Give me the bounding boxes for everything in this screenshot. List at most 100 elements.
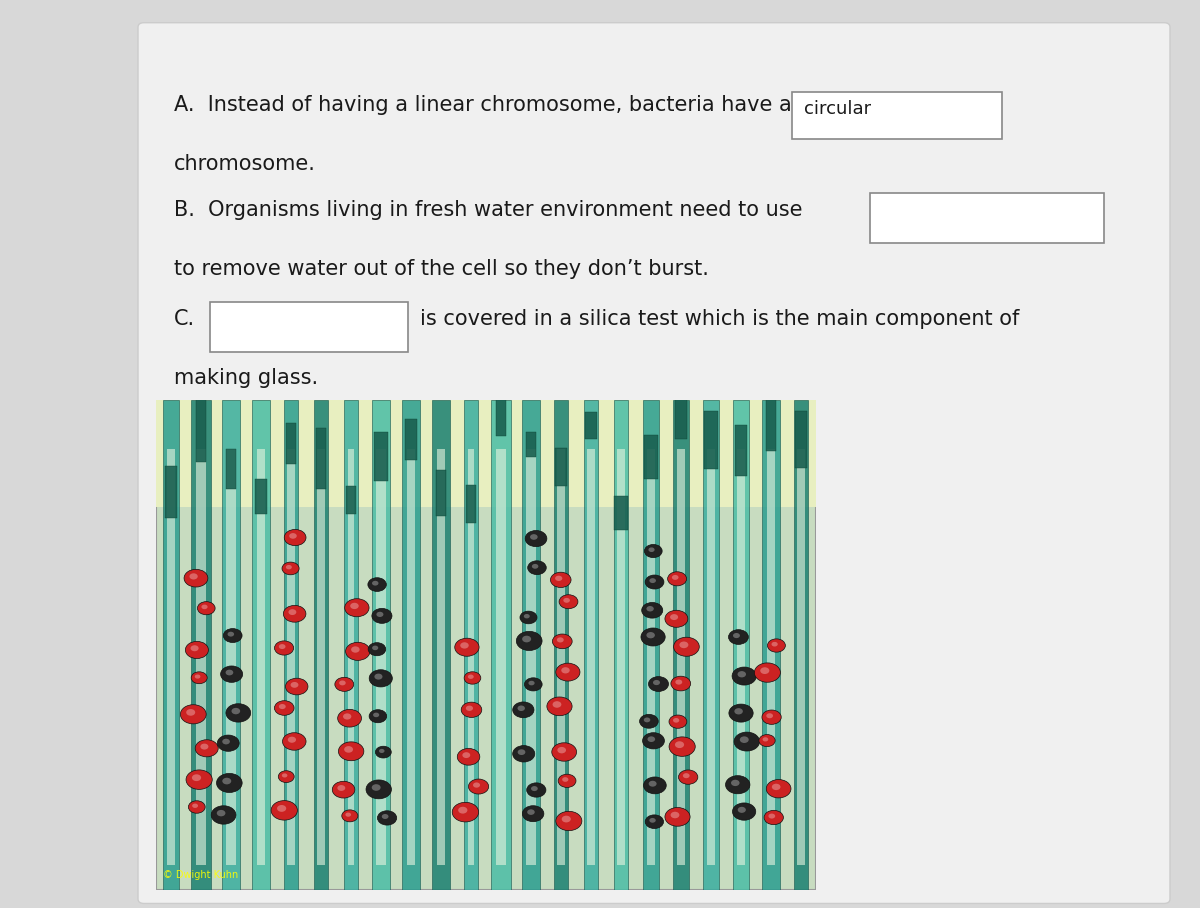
Circle shape <box>640 715 659 728</box>
Circle shape <box>184 569 208 587</box>
Circle shape <box>559 595 578 608</box>
Circle shape <box>373 713 379 717</box>
Circle shape <box>673 718 679 723</box>
Circle shape <box>194 675 200 678</box>
Circle shape <box>457 748 480 765</box>
Circle shape <box>282 733 306 750</box>
Circle shape <box>335 677 354 691</box>
Circle shape <box>671 676 691 691</box>
Circle shape <box>648 548 655 552</box>
Bar <box>314 400 328 890</box>
Bar <box>374 431 388 481</box>
Circle shape <box>512 702 534 717</box>
Circle shape <box>683 773 690 778</box>
Circle shape <box>337 709 361 727</box>
Circle shape <box>370 710 386 723</box>
Bar <box>227 449 235 489</box>
Circle shape <box>275 701 294 716</box>
Circle shape <box>728 704 754 722</box>
Circle shape <box>458 806 468 814</box>
Circle shape <box>642 733 665 749</box>
Circle shape <box>200 744 209 750</box>
Circle shape <box>738 671 746 677</box>
FancyBboxPatch shape <box>870 193 1104 243</box>
Circle shape <box>562 777 569 782</box>
Circle shape <box>733 633 740 638</box>
Text: making glass.: making glass. <box>174 368 318 388</box>
Circle shape <box>671 812 679 818</box>
Circle shape <box>649 818 655 823</box>
Bar <box>737 449 745 865</box>
Bar <box>163 400 179 890</box>
Bar <box>794 400 808 890</box>
Bar <box>348 449 354 865</box>
Bar <box>191 400 211 890</box>
Circle shape <box>642 603 662 618</box>
Circle shape <box>378 811 397 825</box>
FancyBboxPatch shape <box>156 400 816 890</box>
Bar <box>167 449 175 865</box>
Bar <box>404 419 418 460</box>
Circle shape <box>344 598 370 617</box>
Circle shape <box>352 646 360 653</box>
Circle shape <box>468 779 488 794</box>
Circle shape <box>558 775 576 787</box>
Circle shape <box>370 670 392 687</box>
Bar <box>766 395 776 451</box>
Bar <box>346 486 356 514</box>
Circle shape <box>278 704 286 709</box>
Text: D.  Name the structure labeled as "d".: D. Name the structure labeled as "d". <box>174 413 572 433</box>
Bar <box>468 449 474 865</box>
Circle shape <box>557 747 566 754</box>
Circle shape <box>376 746 391 758</box>
Circle shape <box>337 785 346 791</box>
Circle shape <box>464 672 481 684</box>
Circle shape <box>678 770 698 785</box>
Circle shape <box>647 606 654 611</box>
Circle shape <box>289 533 296 538</box>
Circle shape <box>288 609 296 615</box>
Circle shape <box>644 545 662 558</box>
Circle shape <box>198 602 215 615</box>
Circle shape <box>338 742 364 761</box>
Bar <box>466 485 476 523</box>
Bar <box>437 469 445 517</box>
Circle shape <box>762 737 768 742</box>
Bar <box>284 400 298 890</box>
Bar <box>643 400 659 890</box>
Circle shape <box>180 705 206 724</box>
Circle shape <box>762 710 781 725</box>
Circle shape <box>282 774 288 777</box>
Circle shape <box>649 578 656 583</box>
Bar <box>584 412 598 439</box>
Circle shape <box>211 805 236 824</box>
Circle shape <box>190 573 198 579</box>
Circle shape <box>516 631 542 650</box>
Circle shape <box>278 771 294 783</box>
Circle shape <box>528 681 535 686</box>
Circle shape <box>368 643 385 656</box>
Bar <box>613 400 629 890</box>
Bar <box>196 400 206 462</box>
Text: is covered in a silica test which is the main component of: is covered in a silica test which is the… <box>420 309 1019 329</box>
Circle shape <box>226 669 233 676</box>
Circle shape <box>732 803 756 820</box>
Bar <box>496 449 506 865</box>
Circle shape <box>527 783 546 797</box>
Circle shape <box>674 741 684 748</box>
Circle shape <box>277 805 287 812</box>
Circle shape <box>668 715 686 728</box>
Circle shape <box>556 812 582 831</box>
Circle shape <box>552 634 572 648</box>
Circle shape <box>228 632 234 637</box>
Bar <box>674 390 688 439</box>
Bar <box>704 411 718 469</box>
Circle shape <box>755 663 780 682</box>
Circle shape <box>670 737 695 756</box>
Circle shape <box>344 746 353 753</box>
Bar <box>317 428 325 489</box>
Circle shape <box>670 614 678 620</box>
Circle shape <box>532 786 538 791</box>
Circle shape <box>286 678 308 695</box>
Bar <box>587 449 595 865</box>
